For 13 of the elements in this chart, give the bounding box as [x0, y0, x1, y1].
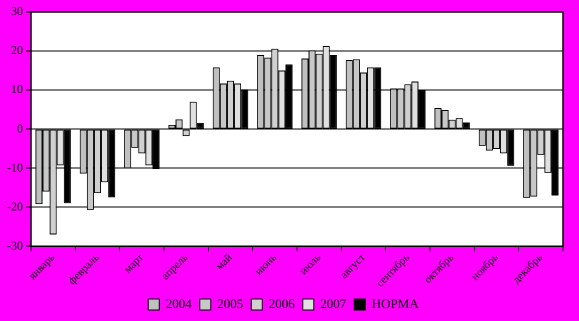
y-tick-label: 30: [10, 4, 23, 18]
legend-label: НОРМА: [372, 296, 420, 311]
y-tick-label: -10: [6, 160, 23, 174]
y-tick-label: 10: [10, 82, 23, 96]
legend-label: 2006: [268, 296, 296, 311]
y-tick-label: 20: [10, 43, 23, 58]
x-tick-label: май: [214, 252, 235, 273]
y-tick-label: 0: [16, 121, 23, 136]
legend-label: 2007: [320, 296, 347, 311]
legend-label: 2004: [166, 296, 192, 311]
y-tick-label: -30: [6, 238, 23, 252]
y-tick-label: -20: [6, 199, 23, 214]
legend-label: 2005: [217, 296, 244, 311]
